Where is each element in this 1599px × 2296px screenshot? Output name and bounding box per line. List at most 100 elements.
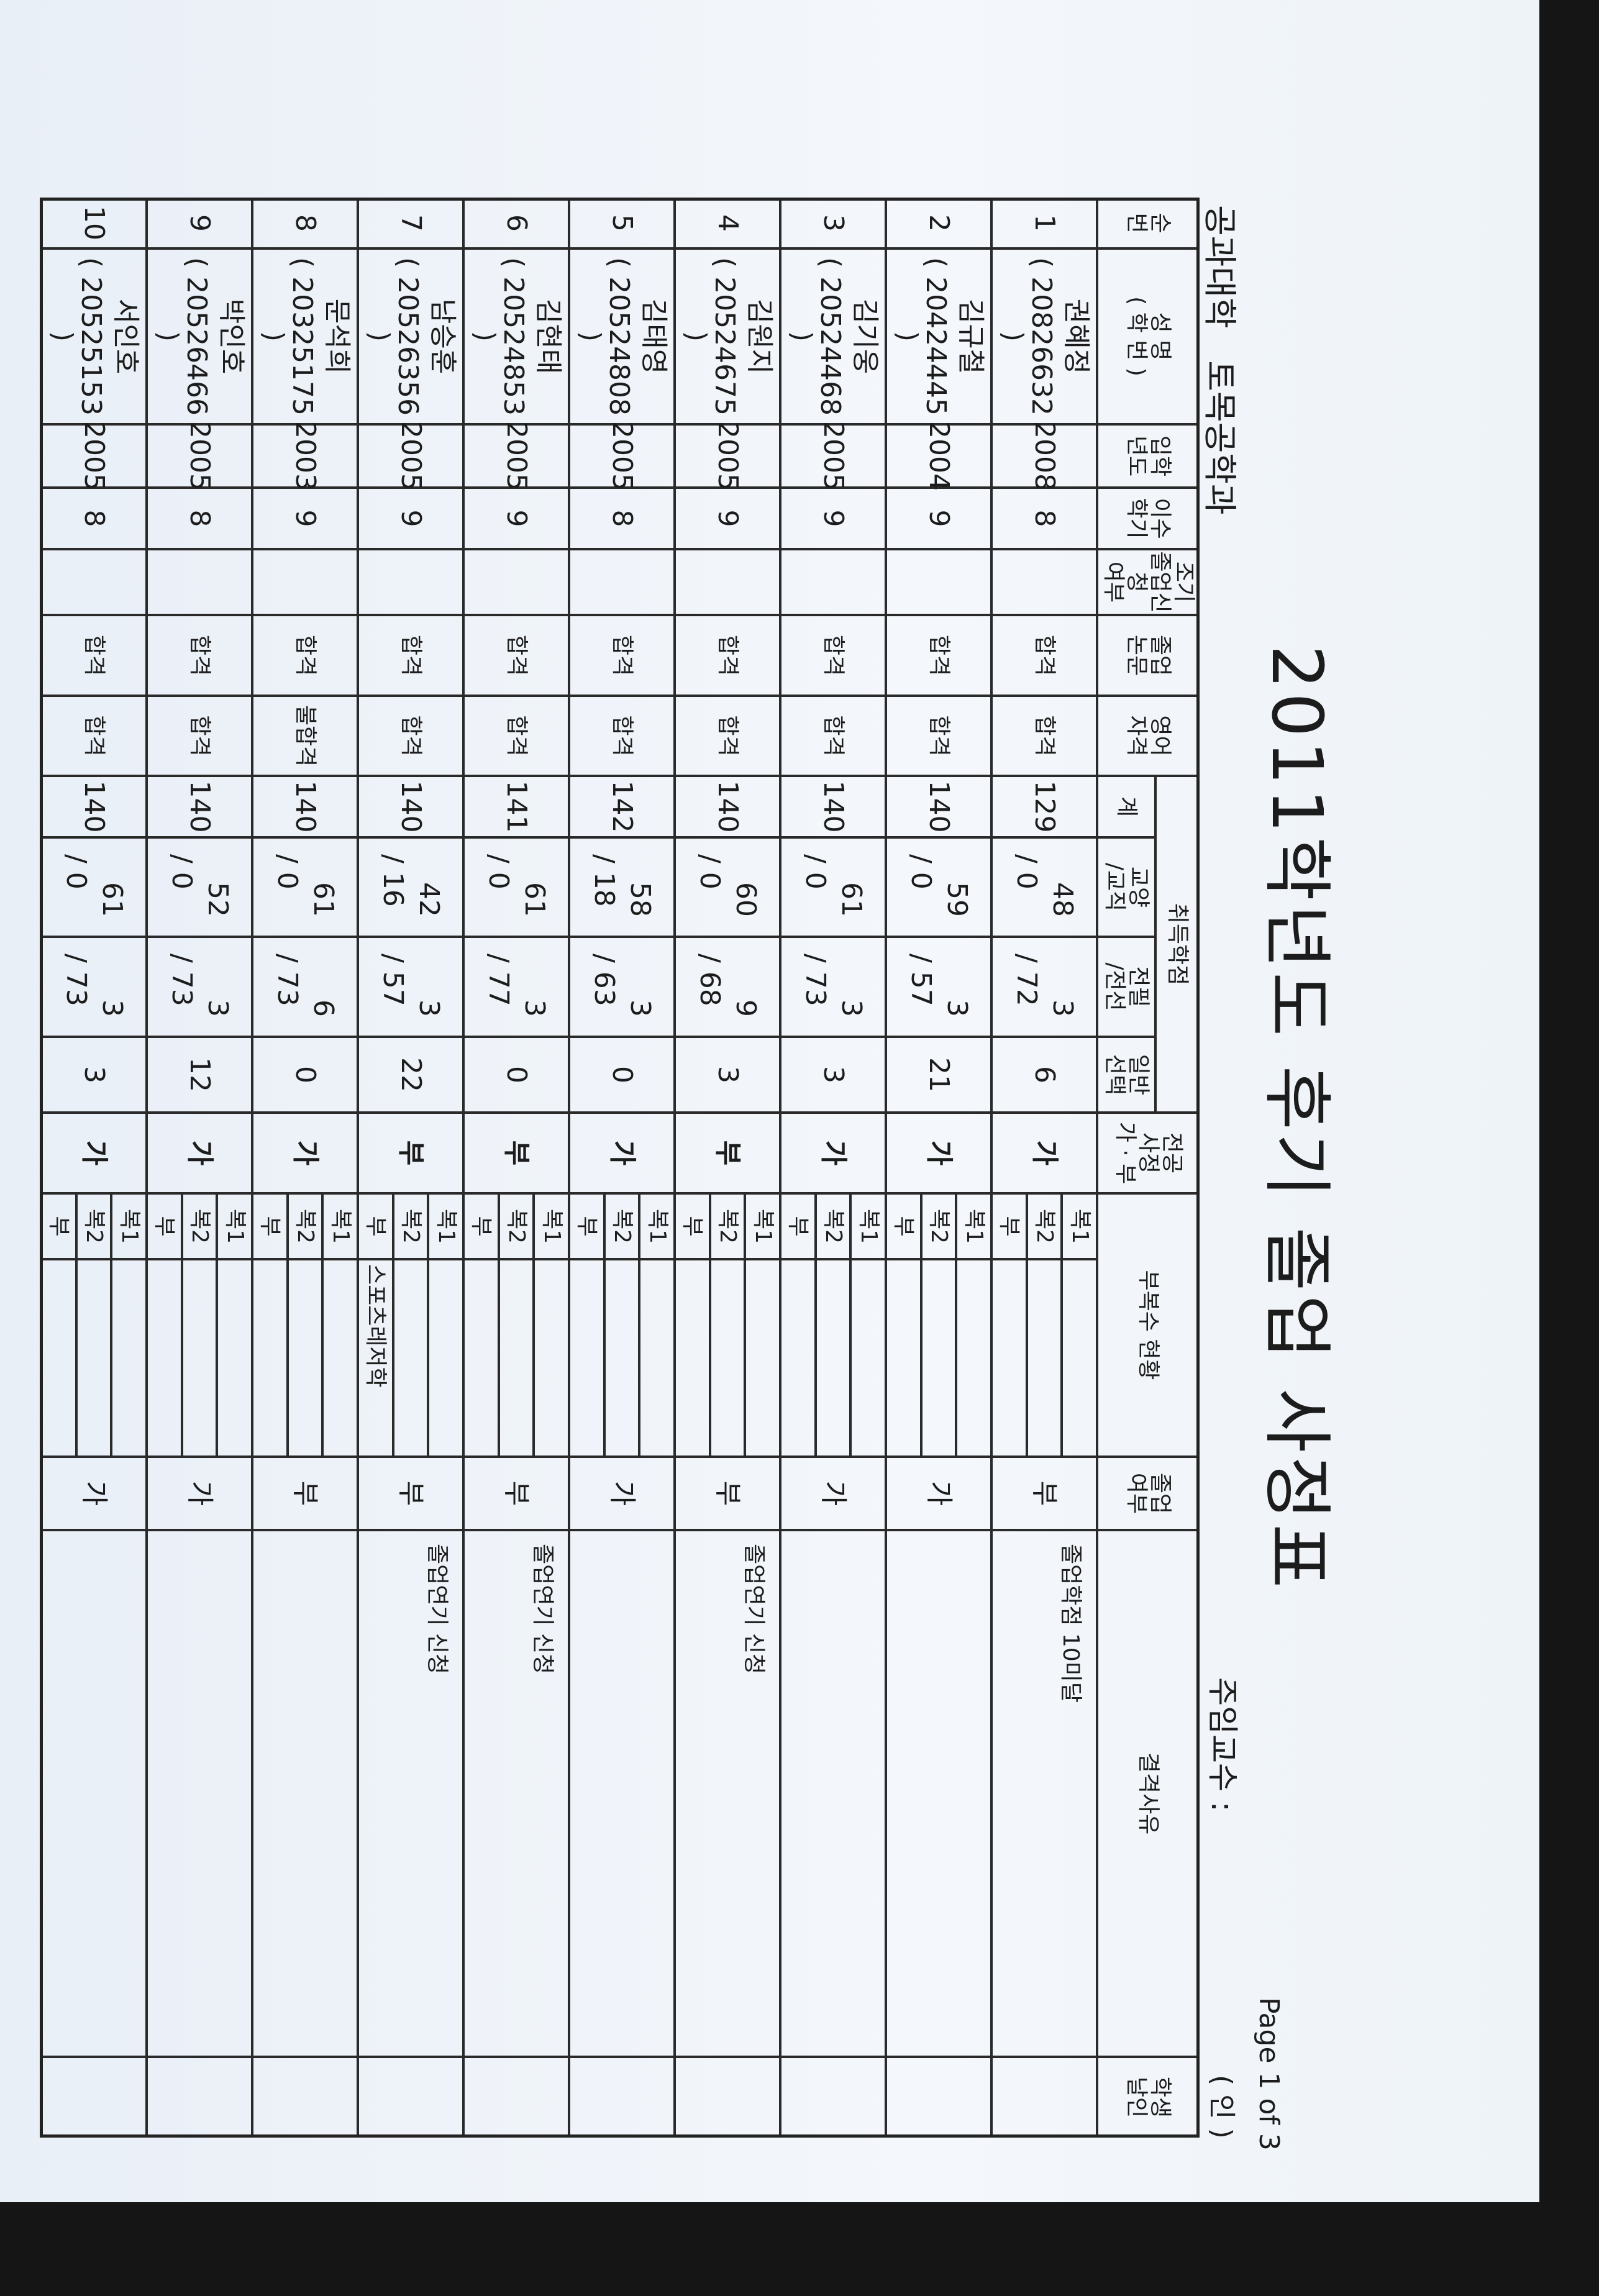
major-eval: 가 [147, 1113, 252, 1193]
row-number: 5 [569, 198, 675, 248]
student-name-cell: 김현태( 20524853 ) [463, 248, 569, 424]
minor-type-label: 복1 [111, 1193, 147, 1259]
minor-major-name [463, 1259, 499, 1457]
semesters: 8 [991, 488, 1097, 549]
student-name-cell: 김규철( 20424445 ) [886, 248, 991, 424]
minor-type-label: 복2 [815, 1193, 851, 1259]
major-credits-first: 3 [202, 1000, 234, 1017]
general-credits: 58/ 18 [569, 837, 675, 937]
student-name: 박인호 [216, 298, 248, 375]
student-name-cell: 서인호( 20525153 ) [41, 248, 147, 424]
major-credits: 9/ 68 [675, 937, 780, 1037]
disqualification-reason [886, 1530, 991, 2057]
general-credits: 61/ 0 [252, 837, 358, 937]
total-credits: 141 [463, 776, 569, 837]
admission-year: 2005 [147, 421, 252, 491]
minor-type-label: 복2 [287, 1193, 323, 1259]
minor-type-label: 복1 [850, 1193, 886, 1259]
major-eval: 부 [358, 1113, 463, 1193]
semesters: 9 [463, 488, 569, 549]
student-name: 권혜정 [1060, 298, 1093, 375]
student-name: 김원지 [744, 298, 776, 375]
minor-type-label: 부 [780, 1193, 816, 1259]
minor-type-label: 복1 [217, 1193, 252, 1259]
row-number: 8 [252, 198, 358, 248]
disqualification-reason [252, 1530, 358, 2057]
minor-major-name [886, 1259, 921, 1457]
english-result: 불합격 [252, 696, 358, 776]
major-credits-first: 3 [624, 1000, 657, 1017]
graduation-status: 부 [991, 1457, 1097, 1530]
major-credits-second: / 68 [694, 954, 726, 1006]
minor-major-name [287, 1259, 323, 1457]
major-credits-first: 9 [730, 1000, 762, 1017]
student-name: 서인호 [110, 298, 142, 375]
minor-type-label: 복2 [921, 1193, 957, 1259]
header-no: 순 번 [1097, 198, 1200, 248]
admission-year: 2005 [358, 421, 463, 491]
header-total: 계 [1097, 776, 1155, 837]
minor-major-name [604, 1259, 640, 1457]
header-elective: 일반 선택 [1097, 1037, 1155, 1113]
student-seal [780, 2057, 886, 2138]
major-eval: 가 [991, 1113, 1097, 1193]
minor-major-name [1062, 1259, 1097, 1457]
minor-type-label: 복1 [956, 1193, 991, 1259]
minor-major-name [498, 1259, 534, 1457]
major-credits-second: / 73 [800, 954, 831, 1006]
thesis-result: 합격 [780, 615, 886, 696]
general-credits: 61/ 0 [780, 837, 886, 937]
student-id: ( 20826632 ) [996, 257, 1058, 416]
header-english: 영어 자격 [1097, 696, 1200, 776]
student-name: 김기웅 [849, 298, 882, 375]
student-seal [463, 2057, 569, 2138]
student-id: ( 20525153 ) [46, 257, 107, 416]
minor-type-label: 복2 [181, 1193, 217, 1259]
total-credits: 129 [991, 776, 1097, 837]
minor-type-label: 부 [675, 1193, 710, 1259]
elective-credits: 0 [463, 1037, 569, 1113]
admission-year: 2004 [886, 421, 991, 491]
total-credits: 140 [886, 776, 991, 837]
admission-year: 2005 [41, 421, 147, 491]
minor-major-name [393, 1259, 429, 1457]
minor-major-name [921, 1259, 957, 1457]
student-seal [886, 2057, 991, 2138]
student-seal [41, 2057, 147, 2138]
general-credits-first: 58 [624, 882, 657, 917]
row-number: 4 [675, 198, 780, 248]
general-credits: 61/ 0 [41, 837, 147, 937]
header-early-graduation: 조기 졸업신청 여부 [1097, 549, 1200, 615]
elective-credits: 0 [252, 1037, 358, 1113]
early-graduation [886, 549, 991, 615]
student-name: 문석희 [321, 298, 353, 375]
elective-credits: 3 [41, 1037, 147, 1113]
minor-type-label: 부 [569, 1193, 604, 1259]
thesis-result: 합격 [675, 615, 780, 696]
general-credits: 59/ 0 [886, 837, 991, 937]
elective-credits: 12 [147, 1037, 252, 1113]
general-credits-second: / 0 [483, 854, 514, 890]
total-credits: 142 [569, 776, 675, 837]
admission-year: 2005 [463, 421, 569, 491]
minor-major-name [675, 1259, 710, 1457]
graduation-status: 가 [41, 1457, 147, 1530]
graduation-status: 가 [147, 1457, 252, 1530]
header-admission-year: 입학 년도 [1097, 424, 1200, 488]
general-credits-second: / 16 [377, 854, 409, 907]
early-graduation [252, 549, 358, 615]
minor-type-label: 복1 [428, 1193, 463, 1259]
graduation-assessment-sheet: 2011학년도 후기 졸업 사정표 공과대학 토목공학과 주임교수 : Page… [40, 198, 1241, 2138]
general-credits-first: 61 [96, 882, 129, 917]
minor-type-label: 복2 [498, 1193, 534, 1259]
elective-credits: 3 [780, 1037, 886, 1113]
semesters: 8 [41, 488, 147, 549]
minor-type-label: 복2 [604, 1193, 640, 1259]
minor-major-name [815, 1259, 851, 1457]
graduation-status: 가 [780, 1457, 886, 1530]
student-name-cell: 김기웅( 20524468 ) [780, 248, 886, 424]
minor-major-name [252, 1259, 288, 1457]
thesis-result: 합격 [252, 615, 358, 696]
advisor-label: 주임교수 : [1205, 1677, 1241, 1812]
thesis-result: 합격 [41, 615, 147, 696]
